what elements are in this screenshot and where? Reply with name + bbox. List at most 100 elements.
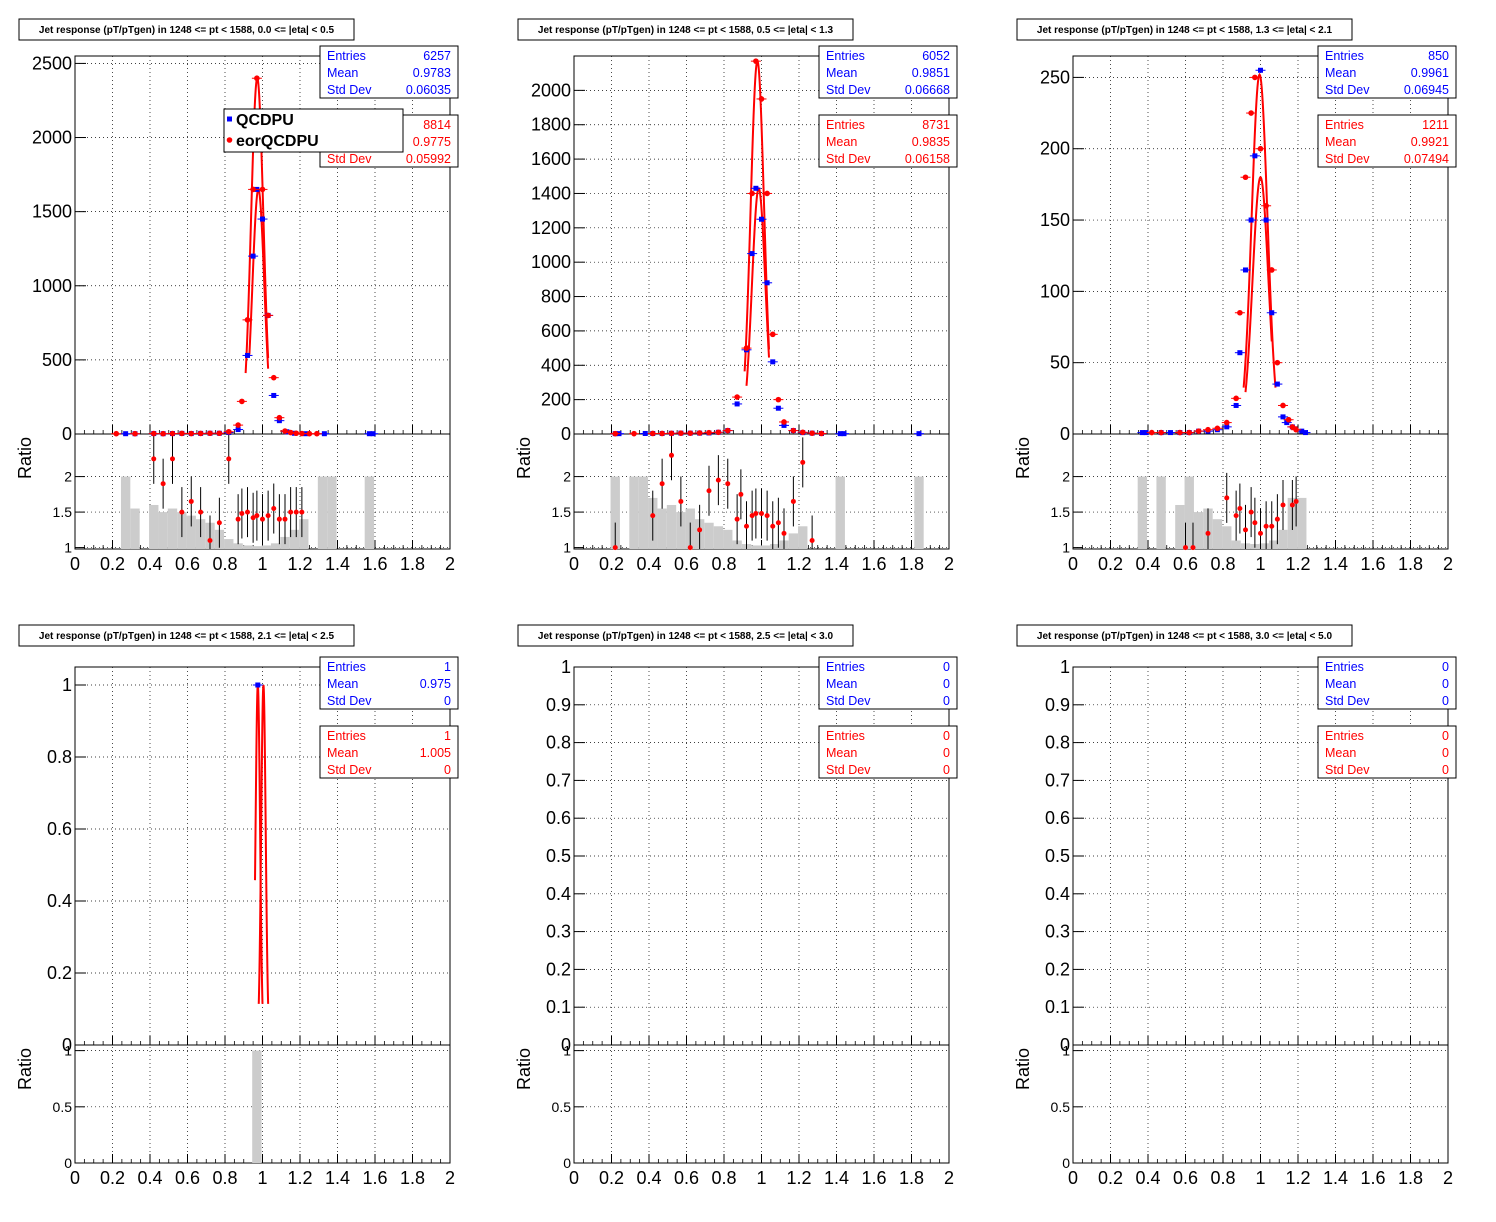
y-tick-label: 150 (1040, 210, 1070, 230)
ratio-band-bar (1193, 512, 1204, 549)
ref-point (841, 431, 847, 437)
stats-label: Mean (826, 66, 857, 80)
new-point (160, 430, 166, 437)
new-point (179, 430, 185, 437)
fit-curve-new (743, 59, 770, 372)
y-tick-label: 2000 (531, 80, 571, 100)
ref-point (260, 216, 265, 222)
x-tick-label: 0.2 (1098, 554, 1123, 574)
stats-box-frame (319, 656, 459, 710)
new-point (265, 312, 271, 319)
ratio-point (282, 516, 288, 522)
y-tick-label: 0.9 (1045, 695, 1070, 715)
ratio-band-bar (676, 512, 686, 549)
new-point (254, 75, 260, 82)
y-tick-label: 0.3 (546, 922, 571, 942)
new-point (734, 394, 740, 400)
new-point (749, 190, 755, 197)
ratio-point (160, 481, 166, 487)
ratio-point (706, 488, 712, 494)
new-point (706, 429, 712, 436)
ref-point (749, 251, 755, 257)
stats-box-ref: Entries 1 Mean 0.975 Std Dev 0 (319, 656, 459, 710)
ratio-band-bar (158, 512, 168, 549)
stats-value: 0 (943, 677, 950, 691)
ratio-y-tick-label: 1.5 (53, 504, 73, 520)
ratio-point (800, 459, 806, 465)
ratio-point (1263, 523, 1269, 529)
ref-point (1284, 420, 1290, 426)
y-tick-label: 0 (561, 424, 571, 444)
new-point (250, 186, 256, 193)
y-tick-label: 1 (561, 657, 571, 677)
x-tick-label: 2 (445, 554, 455, 574)
chart-panel-4: 0 0.2 0.4 0.6 0.8 1 1.2 1.4 1.6 1.8 2 0 0.2 0.4 0.6 0.8… (15, 624, 459, 1188)
stats-label: Mean (826, 677, 857, 691)
new-point (1252, 74, 1258, 81)
ratio-point (764, 513, 770, 519)
ratio-point (809, 537, 815, 543)
new-point (1237, 309, 1243, 316)
ref-point (235, 427, 241, 433)
ratio-band-bar (1278, 529, 1288, 549)
x-tick-label: 1.6 (362, 1168, 387, 1188)
ratio-point (1289, 502, 1295, 508)
new-point (306, 430, 313, 437)
ref-point (642, 430, 648, 436)
stats-box-frame (1317, 114, 1457, 168)
ratio-point (1237, 506, 1243, 512)
ratio-point (198, 509, 204, 515)
new-point (113, 430, 120, 437)
stats-value: 0 (1442, 677, 1449, 691)
stats-box-frame (319, 45, 459, 99)
new-point (809, 430, 815, 436)
x-tick-label: 0.2 (1098, 1168, 1123, 1188)
x-tick-label: 1.2 (287, 554, 312, 574)
x-tick-label: 1.6 (1360, 554, 1385, 574)
new-point (753, 58, 759, 64)
x-tick-label: 1.4 (325, 554, 350, 574)
ref-point (370, 431, 376, 437)
ratio-point (1280, 502, 1286, 508)
new-point (197, 430, 204, 437)
new-point (687, 430, 694, 436)
chart-panel-3: 0 0.2 0.4 0.6 0.8 1 1.2 1.4 1.6 1.8 2 0 50 100 150 200 2… (1013, 18, 1457, 574)
ratio-point (659, 481, 665, 487)
new-point (769, 331, 776, 338)
new-point (668, 430, 675, 437)
ratio-axis-label: Ratio (15, 1048, 35, 1090)
stats-value: 0.07494 (1404, 152, 1449, 166)
new-point (799, 429, 806, 436)
new-point (612, 430, 619, 437)
ratio-y-tick-label: 1 (563, 1043, 571, 1059)
stats-value: 0.9775 (413, 135, 451, 149)
y-tick-label: 0.5 (546, 846, 571, 866)
new-point (1280, 402, 1286, 409)
title-box (18, 18, 355, 41)
stats-value: 1 (444, 729, 451, 743)
ref-point (1252, 153, 1258, 159)
ratio-band-bar (610, 476, 620, 549)
ratio-y-tick-label: 0 (1062, 1155, 1070, 1171)
x-tick-label: 0.2 (599, 554, 624, 574)
stats-value: 8814 (423, 118, 451, 132)
new-point (1148, 429, 1155, 436)
stats-label: Mean (1325, 135, 1356, 149)
stats-box-frame (1317, 725, 1457, 779)
ratio-point (734, 516, 740, 522)
y-tick-label: 0.7 (1045, 770, 1070, 790)
ratio-axis-label: Ratio (1013, 1048, 1033, 1090)
ratio-point (245, 509, 250, 515)
ref-point (1274, 381, 1280, 387)
new-point (1263, 202, 1269, 209)
new-point (775, 396, 782, 403)
x-tick-label: 0.6 (1173, 554, 1198, 574)
ratio-point (669, 452, 674, 458)
chart-panel-6: 0 0.2 0.4 0.6 0.8 1 1.2 1.4 1.6 1.8 2 0 0.1 0.2 0.3 0.4… (1013, 624, 1457, 1188)
ratio-point (188, 498, 194, 504)
x-tick-label: 0.8 (711, 554, 736, 574)
ratio-point (265, 513, 271, 519)
y-tick-label: 0.5 (1045, 846, 1070, 866)
ratio-point (738, 491, 744, 497)
x-tick-label: 1.8 (1398, 1168, 1423, 1188)
